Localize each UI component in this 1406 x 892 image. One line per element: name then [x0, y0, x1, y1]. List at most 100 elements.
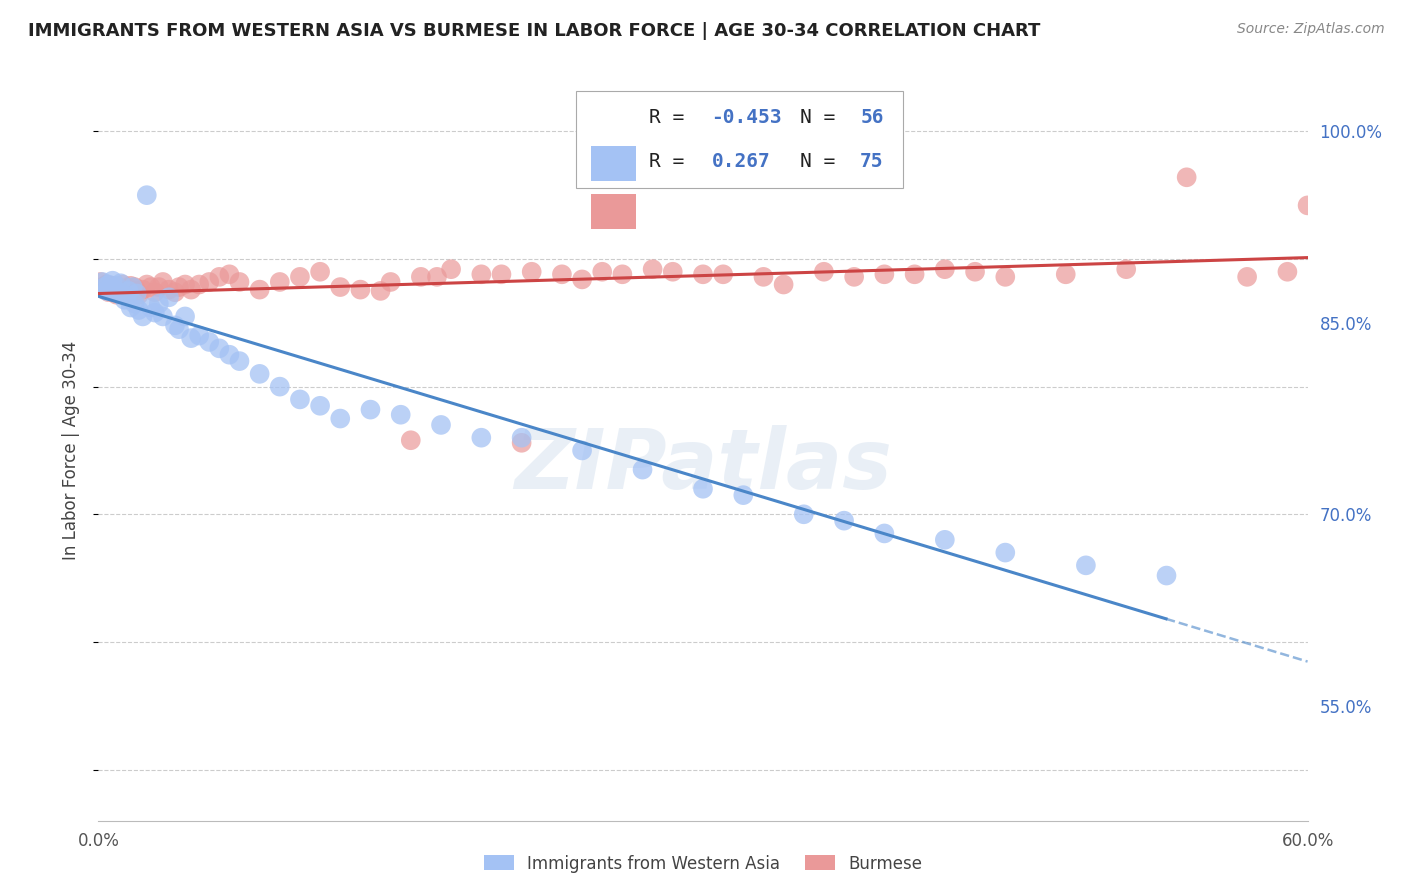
- Point: [249, 283, 271, 297]
- Point: [100, 281, 122, 295]
- Point: [143, 305, 166, 319]
- Point: [228, 275, 250, 289]
- Point: [208, 269, 231, 284]
- Point: [399, 434, 422, 448]
- Point: [188, 277, 211, 292]
- Point: [440, 262, 463, 277]
- Point: [813, 265, 835, 279]
- Point: [128, 303, 150, 318]
- Point: [139, 280, 162, 294]
- Point: [157, 290, 180, 304]
- Point: [93, 280, 115, 294]
- Point: [167, 280, 190, 294]
- Point: [873, 268, 896, 282]
- Point: [409, 269, 432, 284]
- Point: [752, 269, 775, 284]
- Point: [1175, 170, 1198, 185]
- Point: [96, 284, 118, 298]
- Point: [180, 331, 202, 345]
- Point: [100, 281, 122, 295]
- Point: [148, 296, 170, 310]
- Point: [89, 275, 111, 289]
- Point: [97, 285, 120, 300]
- Point: [380, 275, 402, 289]
- Point: [118, 284, 141, 298]
- Point: [124, 280, 146, 294]
- Point: [1296, 198, 1319, 212]
- Point: [551, 268, 574, 282]
- Point: [114, 293, 136, 307]
- Text: N =: N =: [800, 108, 846, 127]
- Bar: [591, 145, 637, 181]
- Point: [111, 287, 134, 301]
- Point: [128, 287, 150, 301]
- Point: [1115, 262, 1137, 277]
- Point: [198, 334, 221, 349]
- Point: [329, 280, 352, 294]
- Point: [163, 285, 186, 300]
- Point: [228, 354, 250, 368]
- Point: [510, 431, 533, 445]
- Point: [103, 283, 125, 297]
- Point: [218, 268, 240, 282]
- Point: [103, 284, 125, 298]
- Point: [167, 322, 190, 336]
- Text: -0.453: -0.453: [711, 108, 782, 127]
- Point: [661, 265, 683, 279]
- Point: [288, 392, 311, 407]
- Text: IMMIGRANTS FROM WESTERN ASIA VS BURMESE IN LABOR FORCE | AGE 30-34 CORRELATION C: IMMIGRANTS FROM WESTERN ASIA VS BURMESE …: [28, 22, 1040, 40]
- FancyBboxPatch shape: [576, 91, 903, 187]
- Point: [125, 286, 148, 301]
- Point: [208, 342, 231, 356]
- Point: [934, 262, 956, 277]
- Point: [389, 408, 412, 422]
- Point: [329, 411, 352, 425]
- Point: [612, 268, 634, 282]
- Point: [97, 277, 120, 292]
- Point: [124, 296, 146, 310]
- Point: [118, 281, 141, 295]
- Point: [174, 310, 197, 324]
- Point: [101, 274, 124, 288]
- Point: [470, 431, 492, 445]
- Point: [121, 285, 143, 300]
- Point: [121, 280, 143, 294]
- Point: [115, 290, 138, 304]
- Point: [91, 275, 114, 289]
- Point: [692, 482, 714, 496]
- Point: [873, 526, 896, 541]
- Point: [692, 268, 714, 282]
- Point: [349, 283, 371, 297]
- Point: [491, 268, 513, 282]
- Point: [1054, 268, 1077, 282]
- Point: [96, 277, 118, 292]
- Point: [105, 287, 128, 301]
- Point: [125, 284, 148, 298]
- Point: [965, 265, 987, 279]
- Point: [269, 379, 291, 393]
- Point: [198, 275, 221, 289]
- Point: [93, 283, 115, 297]
- Point: [510, 435, 533, 450]
- Text: N =: N =: [800, 153, 846, 171]
- Point: [904, 268, 927, 282]
- Point: [426, 269, 449, 284]
- Point: [163, 318, 186, 333]
- Point: [249, 367, 271, 381]
- Point: [1236, 269, 1258, 284]
- Point: [641, 262, 664, 277]
- Point: [631, 462, 654, 476]
- Text: 56: 56: [860, 108, 884, 127]
- Point: [269, 275, 291, 289]
- Point: [132, 310, 155, 324]
- Point: [143, 285, 166, 300]
- Point: [309, 399, 332, 413]
- Legend: Immigrants from Western Asia, Burmese: Immigrants from Western Asia, Burmese: [477, 848, 929, 880]
- Point: [844, 269, 866, 284]
- Point: [152, 275, 174, 289]
- Point: [135, 188, 157, 202]
- Point: [571, 272, 593, 286]
- Point: [430, 417, 453, 432]
- Point: [101, 278, 124, 293]
- Point: [111, 277, 134, 292]
